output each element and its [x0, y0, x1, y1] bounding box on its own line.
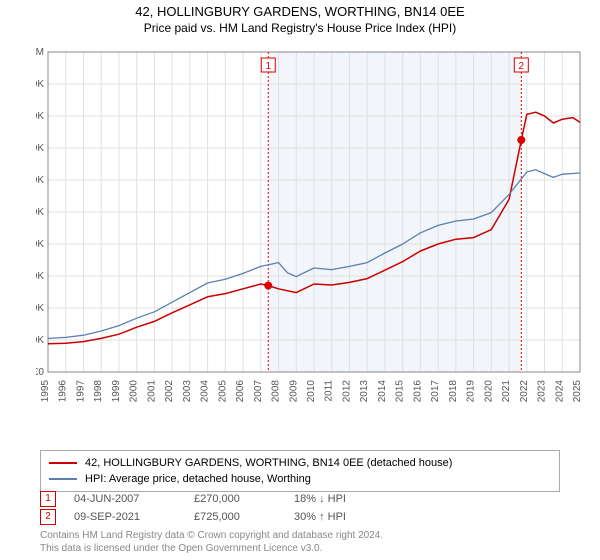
svg-text:2005: 2005: [217, 380, 228, 403]
svg-text:2013: 2013: [359, 380, 370, 403]
chart-subtitle: Price paid vs. HM Land Registry's House …: [0, 21, 600, 35]
svg-text:2017: 2017: [430, 380, 441, 403]
svg-text:2011: 2011: [324, 380, 335, 402]
svg-text:2012: 2012: [341, 380, 352, 403]
svg-text:£200K: £200K: [36, 303, 44, 314]
svg-text:2007: 2007: [253, 380, 264, 403]
svg-text:2001: 2001: [146, 380, 157, 403]
legend-item: HPI: Average price, detached house, Wort…: [49, 471, 551, 487]
svg-text:2002: 2002: [164, 380, 175, 403]
svg-text:2024: 2024: [554, 380, 565, 403]
attribution-line: This data is licensed under the Open Gov…: [40, 543, 383, 556]
svg-text:1997: 1997: [75, 380, 86, 403]
marker-price: £725,000: [194, 511, 294, 523]
svg-text:2022: 2022: [519, 380, 530, 403]
svg-text:2008: 2008: [271, 380, 282, 403]
svg-text:£300K: £300K: [36, 271, 44, 282]
svg-text:2000: 2000: [129, 380, 140, 403]
svg-text:2009: 2009: [288, 380, 299, 403]
legend-item: 42, HOLLINGBURY GARDENS, WORTHING, BN14 …: [49, 455, 551, 471]
marker-number-box: 1: [40, 491, 56, 507]
svg-text:£500K: £500K: [36, 207, 44, 218]
marker-row: 2 09-SEP-2021 £725,000 30% ↑ HPI: [40, 508, 394, 526]
marker-delta: 30% ↑ HPI: [294, 511, 394, 523]
svg-text:2010: 2010: [306, 380, 317, 403]
legend-swatch: [49, 462, 77, 464]
svg-text:2015: 2015: [395, 380, 406, 403]
svg-text:£800K: £800K: [36, 111, 44, 122]
svg-text:£900K: £900K: [36, 79, 44, 90]
svg-text:1999: 1999: [111, 380, 122, 403]
chart-legend: 42, HOLLINGBURY GARDENS, WORTHING, BN14 …: [40, 450, 560, 492]
marker-date: 04-JUN-2007: [74, 493, 194, 505]
svg-text:1998: 1998: [93, 380, 104, 403]
attribution: Contains HM Land Registry data © Crown c…: [40, 530, 383, 555]
svg-text:2021: 2021: [501, 380, 512, 403]
svg-text:2016: 2016: [412, 380, 423, 403]
svg-text:2006: 2006: [235, 380, 246, 403]
svg-text:2018: 2018: [448, 380, 459, 403]
marker-row: 1 04-JUN-2007 £270,000 18% ↓ HPI: [40, 490, 394, 508]
svg-text:2025: 2025: [572, 380, 583, 403]
marker-delta: 18% ↓ HPI: [294, 493, 394, 505]
svg-text:2023: 2023: [537, 380, 548, 403]
svg-text:2014: 2014: [377, 380, 388, 403]
svg-text:2: 2: [519, 61, 525, 72]
svg-text:£700K: £700K: [36, 143, 44, 154]
svg-text:£400K: £400K: [36, 239, 44, 250]
svg-text:2020: 2020: [483, 380, 494, 403]
svg-text:2004: 2004: [200, 380, 211, 403]
svg-text:£0: £0: [36, 367, 44, 378]
chart-title: 42, HOLLINGBURY GARDENS, WORTHING, BN14 …: [0, 4, 600, 19]
marker-price: £270,000: [194, 493, 294, 505]
legend-label: HPI: Average price, detached house, Wort…: [85, 473, 311, 485]
svg-text:1: 1: [265, 61, 271, 72]
marker-date: 09-SEP-2021: [74, 511, 194, 523]
legend-swatch: [49, 478, 77, 480]
svg-text:1995: 1995: [40, 380, 51, 403]
svg-text:2003: 2003: [182, 380, 193, 403]
svg-text:2019: 2019: [466, 380, 477, 403]
marker-table: 1 04-JUN-2007 £270,000 18% ↓ HPI 2 09-SE…: [40, 490, 394, 526]
svg-text:1996: 1996: [58, 380, 69, 403]
svg-text:£1M: £1M: [36, 47, 44, 58]
marker-number-box: 2: [40, 509, 56, 525]
legend-label: 42, HOLLINGBURY GARDENS, WORTHING, BN14 …: [85, 457, 452, 469]
svg-text:£600K: £600K: [36, 175, 44, 186]
svg-text:£100K: £100K: [36, 335, 44, 346]
attribution-line: Contains HM Land Registry data © Crown c…: [40, 530, 383, 543]
price-chart: £0 £100K £200K £300K £400K £500K £600K £700K £80…: [36, 46, 586, 416]
